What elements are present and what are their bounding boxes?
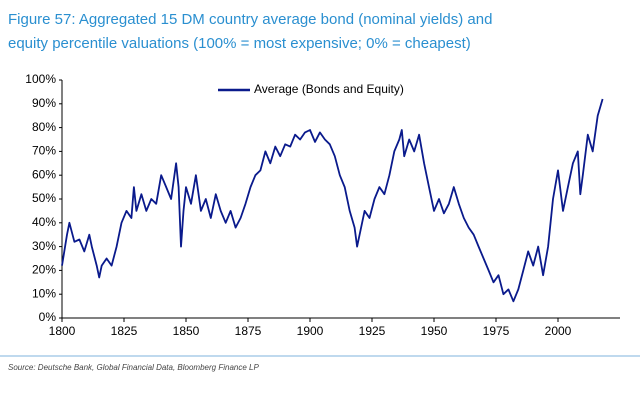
- y-tick-label: 40%: [32, 215, 56, 229]
- y-tick-label: 50%: [32, 191, 56, 205]
- y-tick-label: 80%: [32, 120, 56, 134]
- x-tick-label: 1950: [421, 324, 448, 338]
- legend-label: Average (Bonds and Equity): [254, 82, 404, 96]
- y-tick-label: 70%: [32, 144, 56, 158]
- x-tick-label: 1850: [173, 324, 200, 338]
- source: Source: Deutsche Bank, Global Financial …: [8, 363, 259, 372]
- x-tick-label: 1800: [49, 324, 76, 338]
- y-tick-label: 30%: [32, 239, 56, 253]
- chart-title: Figure 57: Aggregated 15 DM country aver…: [8, 11, 492, 28]
- x-tick-label: 1875: [235, 324, 262, 338]
- line-series: [61, 98, 604, 303]
- x-tick-label: 1825: [111, 324, 138, 338]
- x-tick-label: 1975: [483, 324, 510, 338]
- y-tick-label: 100%: [25, 72, 56, 86]
- y-tick-label: 0%: [39, 310, 57, 324]
- y-tick-label: 60%: [32, 167, 56, 181]
- x-tick-label: 2000: [545, 324, 572, 338]
- x-tick-label: 1925: [359, 324, 386, 338]
- x-tick-label: 1900: [297, 324, 324, 338]
- y-tick-label: 10%: [32, 286, 56, 300]
- y-tick-label: 90%: [32, 96, 56, 110]
- chart-subtitle: equity percentile valuations (100% = mos…: [8, 35, 471, 52]
- y-tick-label: 20%: [32, 263, 56, 277]
